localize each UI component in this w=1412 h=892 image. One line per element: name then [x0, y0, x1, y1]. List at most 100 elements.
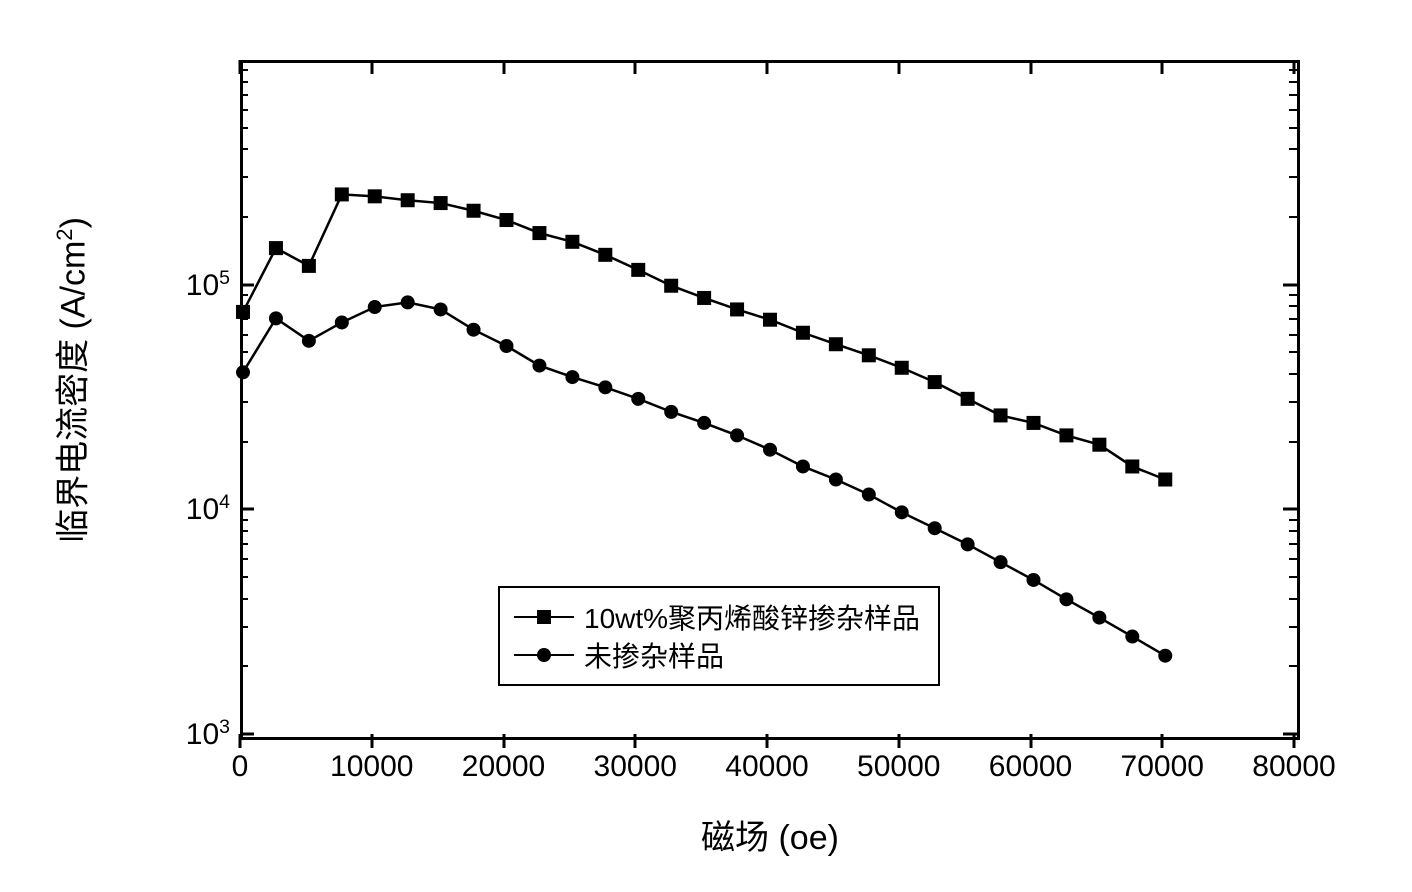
marker-doped	[1027, 416, 1041, 430]
chart-container: 临界电流密度 (A/cm2) 磁场 (oe) 01000020000300004…	[80, 40, 1340, 860]
y-minor-tick	[240, 109, 248, 111]
y-axis-label-text: 临界电流密度 (A/cm	[55, 241, 93, 543]
legend-line-icon	[514, 616, 574, 618]
marker-undoped	[269, 311, 283, 325]
y-minor-tick	[240, 127, 248, 129]
marker-doped	[565, 235, 579, 249]
x-tick-label: 70000	[1121, 750, 1204, 784]
marker-doped	[1059, 428, 1073, 442]
y-axis-label-close: )	[55, 217, 93, 228]
y-minor-tick	[240, 81, 248, 83]
marker-doped	[532, 226, 546, 240]
y-minor-tick	[240, 626, 248, 628]
y-tick	[240, 733, 254, 736]
x-tick	[897, 734, 900, 748]
y-minor-tick-right	[1289, 81, 1297, 83]
y-tick	[240, 508, 254, 511]
x-tick	[1293, 734, 1296, 748]
y-minor-tick	[240, 576, 248, 578]
y-minor-tick	[240, 94, 248, 96]
marker-undoped	[961, 537, 975, 551]
marker-doped	[1158, 473, 1172, 487]
x-tick-label: 50000	[857, 750, 940, 784]
y-minor-tick	[240, 216, 248, 218]
marker-doped	[500, 213, 514, 227]
marker-undoped	[829, 473, 843, 487]
x-tick	[239, 734, 242, 748]
y-minor-tick-right	[1289, 519, 1297, 521]
marker-doped	[368, 189, 382, 203]
x-tick-label: 80000	[1252, 750, 1335, 784]
marker-undoped	[467, 323, 481, 337]
y-minor-tick-right	[1289, 373, 1297, 375]
legend-label-undoped: 未掺杂样品	[584, 635, 724, 675]
y-minor-tick	[240, 351, 248, 353]
marker-undoped	[763, 443, 777, 457]
marker-undoped	[928, 521, 942, 535]
x-tick	[766, 734, 769, 748]
marker-undoped	[631, 392, 645, 406]
y-minor-tick-right	[1289, 148, 1297, 150]
y-minor-tick-right	[1289, 598, 1297, 600]
y-minor-tick	[240, 334, 248, 336]
x-tick-top	[897, 60, 900, 74]
y-minor-tick	[240, 373, 248, 375]
marker-undoped	[565, 370, 579, 384]
marker-doped	[335, 187, 349, 201]
marker-undoped	[368, 300, 382, 314]
x-tick-label: 60000	[989, 750, 1072, 784]
marker-doped	[467, 204, 481, 218]
marker-doped	[401, 193, 415, 207]
y-tick-right	[1283, 733, 1297, 736]
x-tick-top	[766, 60, 769, 74]
marker-undoped	[862, 488, 876, 502]
x-tick	[634, 734, 637, 748]
marker-doped	[664, 279, 678, 293]
marker-doped	[961, 392, 975, 406]
y-minor-tick-right	[1289, 626, 1297, 628]
legend: 10wt%聚丙烯酸锌掺杂样品 未掺杂样品	[498, 586, 940, 686]
y-minor-tick-right	[1289, 543, 1297, 545]
y-minor-tick-right	[1289, 176, 1297, 178]
y-minor-tick-right	[1289, 530, 1297, 532]
x-tick-label: 40000	[725, 750, 808, 784]
marker-doped	[895, 361, 909, 375]
y-minor-tick-right	[1289, 351, 1297, 353]
y-minor-tick-right	[1289, 109, 1297, 111]
x-tick-label: 10000	[330, 750, 413, 784]
x-axis-label: 磁场 (oe)	[701, 810, 839, 859]
x-tick-top	[370, 60, 373, 74]
square-marker-icon	[537, 610, 551, 624]
y-minor-tick-right	[1289, 576, 1297, 578]
y-minor-tick-right	[1289, 558, 1297, 560]
y-minor-tick	[240, 519, 248, 521]
marker-doped	[631, 263, 645, 277]
marker-undoped	[335, 315, 349, 329]
marker-undoped	[598, 380, 612, 394]
x-tick	[1029, 734, 1032, 748]
marker-undoped	[796, 459, 810, 473]
y-minor-tick-right	[1289, 305, 1297, 307]
x-tick-label: 30000	[594, 750, 677, 784]
marker-undoped	[994, 555, 1008, 569]
marker-doped	[1125, 459, 1139, 473]
y-minor-tick-right	[1289, 216, 1297, 218]
marker-undoped	[1125, 630, 1139, 644]
y-minor-tick	[240, 305, 248, 307]
y-minor-tick	[240, 543, 248, 545]
y-minor-tick-right	[1289, 294, 1297, 296]
y-tick-label: 103	[180, 716, 230, 752]
x-tick-top	[1029, 60, 1032, 74]
y-minor-tick-right	[1289, 318, 1297, 320]
y-axis-label-sup: 2	[52, 228, 77, 240]
y-minor-tick-right	[1289, 665, 1297, 667]
marker-doped	[1092, 438, 1106, 452]
marker-doped	[730, 302, 744, 316]
marker-undoped	[1027, 573, 1041, 587]
y-minor-tick-right	[1289, 441, 1297, 443]
circle-marker-icon	[537, 648, 551, 662]
marker-undoped	[401, 295, 415, 309]
marker-undoped	[532, 359, 546, 373]
marker-doped	[598, 248, 612, 262]
marker-undoped	[1092, 611, 1106, 625]
